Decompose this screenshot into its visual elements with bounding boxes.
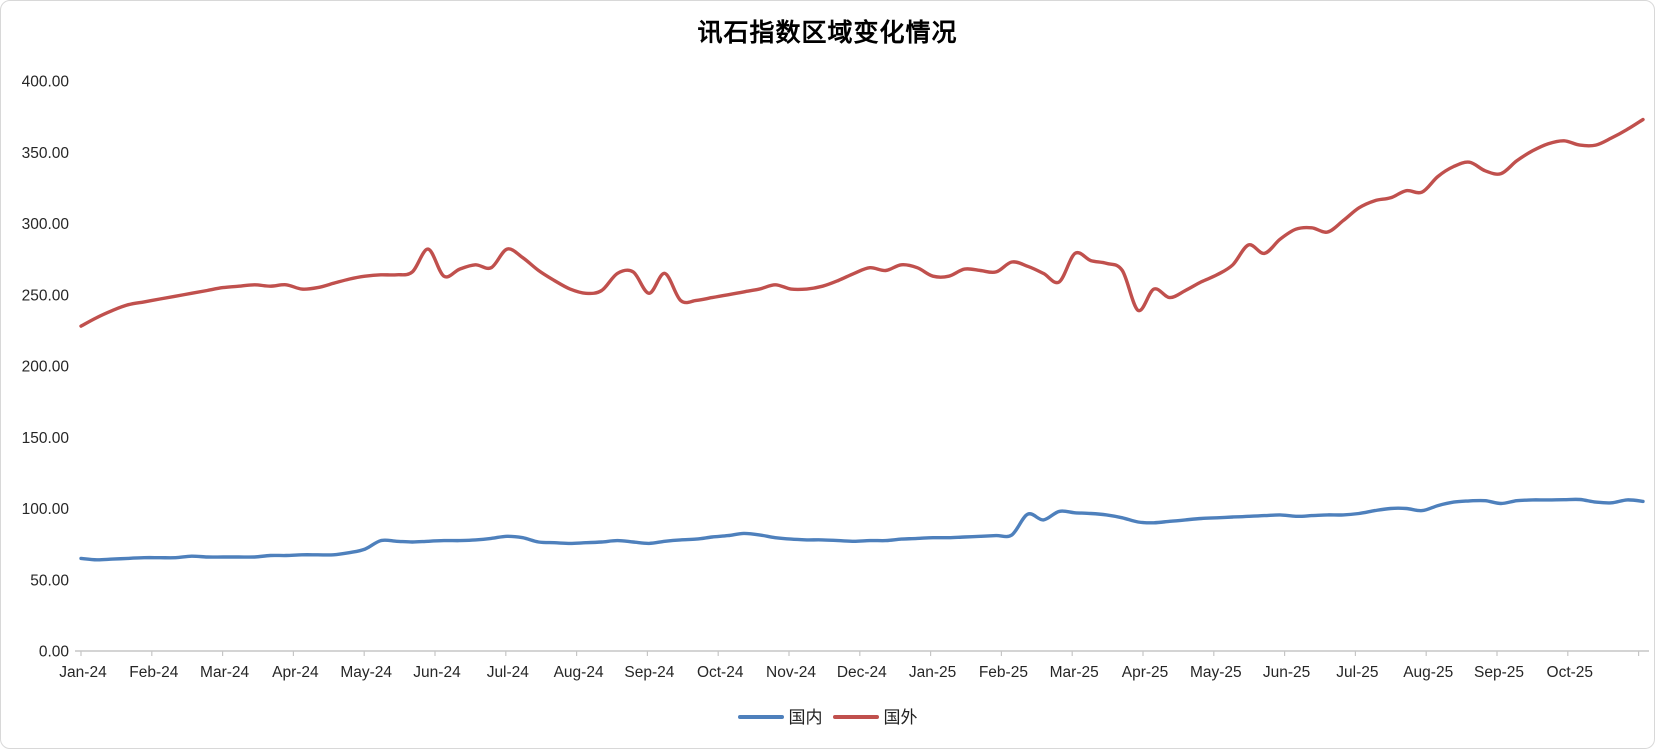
- x-axis-label: Jan-25: [909, 664, 956, 681]
- x-axis-label: Sep-25: [1474, 664, 1524, 681]
- x-axis-label: Apr-25: [1122, 664, 1169, 681]
- legend-item-foreign[interactable]: 国外: [832, 707, 918, 727]
- y-axis-label: 0.00: [39, 644, 70, 661]
- y-axis-label: 250.00: [22, 287, 70, 304]
- x-axis-label: Oct-24: [697, 664, 744, 681]
- series-line-foreign[interactable]: [79, 117, 1645, 328]
- y-axis-label: 100.00: [22, 501, 70, 518]
- x-axis-label: Nov-24: [766, 664, 816, 681]
- x-axis-label: Dec-24: [837, 664, 887, 681]
- x-axis-label: Jul-24: [487, 664, 530, 681]
- x-axis-label: Mar-25: [1050, 664, 1099, 681]
- y-axis-label: 350.00: [22, 145, 70, 162]
- y-axis-label: 400.00: [22, 74, 70, 91]
- x-axis-label: Feb-25: [979, 664, 1028, 681]
- x-axis-label: Jun-25: [1263, 664, 1310, 681]
- x-axis-label: Jul-25: [1336, 664, 1378, 681]
- legend-label-foreign: 国外: [883, 707, 918, 727]
- x-axis-label: May-24: [340, 664, 392, 681]
- y-axis-label: 50.00: [30, 572, 69, 589]
- legend-line-foreign-icon: [832, 715, 879, 719]
- x-axis-label: Mar-24: [200, 664, 249, 681]
- chart-title: 讯石指数区域变化情况: [697, 18, 958, 47]
- y-axis-label: 200.00: [22, 359, 70, 376]
- x-axis-label: Aug-24: [554, 664, 604, 681]
- x-axis-label: May-25: [1190, 664, 1242, 681]
- x-axis-label: Feb-24: [129, 664, 178, 681]
- legend-item-domestic[interactable]: 国内: [737, 707, 823, 727]
- x-axis-label: Sep-24: [624, 664, 674, 681]
- x-axis-label: Oct-25: [1547, 664, 1594, 681]
- x-axis-label: Jun-24: [413, 664, 461, 681]
- legend-label-domestic: 国内: [788, 707, 823, 727]
- legend-line-domestic-icon: [737, 715, 784, 719]
- legend: 国内 国外: [1, 704, 1654, 730]
- y-axis-label: 150.00: [22, 430, 70, 447]
- x-axis-label: Aug-25: [1403, 664, 1453, 681]
- series-line-domestic[interactable]: [79, 497, 1645, 562]
- x-axis-label: Jan-24: [59, 664, 107, 681]
- y-axis-label: 300.00: [22, 216, 70, 233]
- x-axis-label: Apr-24: [272, 664, 319, 681]
